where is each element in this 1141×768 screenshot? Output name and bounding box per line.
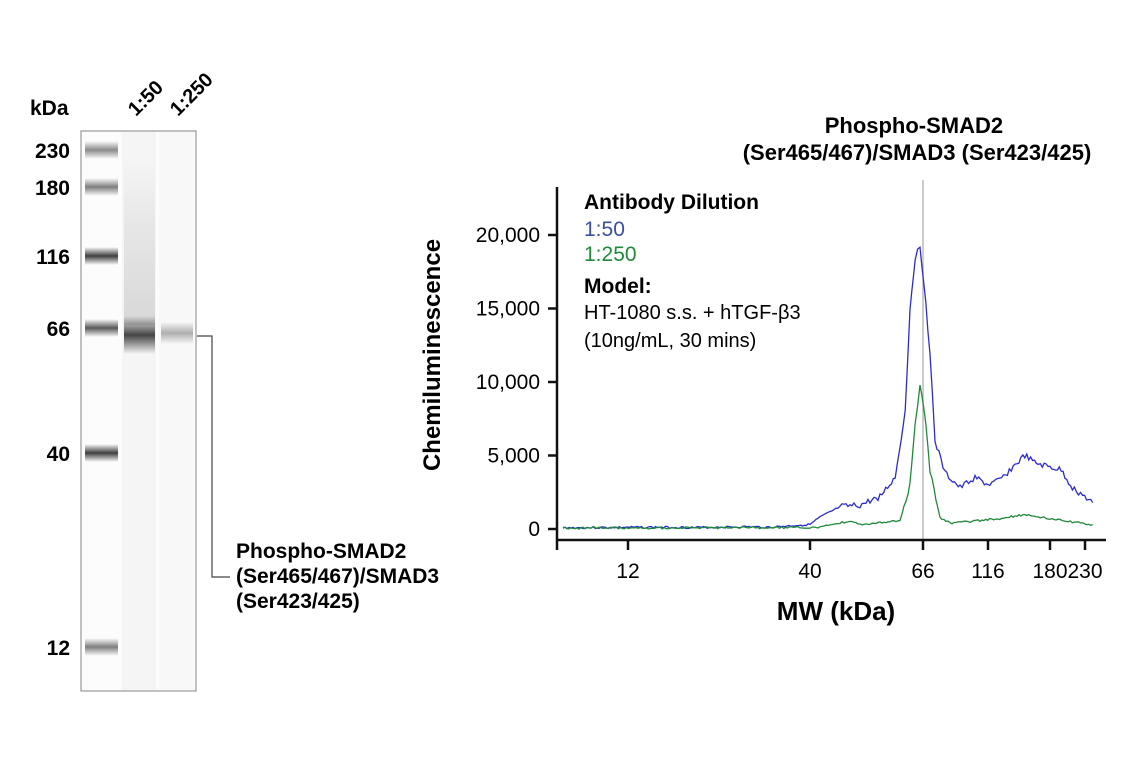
y-tick-label: 5,000 <box>487 445 540 468</box>
ladder-band-12 <box>85 638 118 656</box>
y-tick-label: 10,000 <box>476 371 540 394</box>
y-ticks: 0 5,000 10,000 15,000 20,000 <box>476 224 557 541</box>
legend: Antibody Dilution 1:50 1:250 Model: HT-1… <box>584 191 801 352</box>
ladder-labels: 230 180 116 66 40 12 <box>35 140 70 660</box>
x-tick-label: 230 <box>1067 560 1102 583</box>
lane2-band <box>161 322 193 344</box>
y-tick-label: 0 <box>528 518 540 541</box>
x-ticks: 12 40 66 116 180 230 <box>555 540 1103 583</box>
chart: Phospho-SMAD2 (Ser465/467)/SMAD3 (Ser423… <box>419 113 1106 626</box>
gel-unit-label: kDa <box>30 97 69 120</box>
ladder-band-116 <box>85 247 118 265</box>
legend-entry-1-50: 1:50 <box>584 218 625 241</box>
ladder-band-230 <box>85 141 118 159</box>
gel-image: kDa 1:50 1:250 230 180 116 66 40 12 Phospho-S… <box>30 69 445 692</box>
y-axis-label: Chemiluminescence <box>419 239 446 471</box>
x-tick-label: 40 <box>798 560 821 583</box>
lane-label-1: 1:50 <box>124 77 168 121</box>
ladder-label-230: 230 <box>35 140 70 163</box>
series-line-1-50 <box>562 245 1094 530</box>
band-label: Phospho-SMAD2 (Ser465/467)/SMAD3 (Ser423… <box>236 540 445 613</box>
ladder-label-180: 180 <box>35 177 70 200</box>
x-axis-label: MW (kDa) <box>777 596 895 626</box>
ladder-label-12: 12 <box>47 637 70 660</box>
model-line-2: (10ng/mL, 30 mins) <box>584 330 756 352</box>
chart-title: Phospho-SMAD2 (Ser465/467)/SMAD3 (Ser423… <box>743 113 1092 165</box>
x-tick-label: 12 <box>616 560 639 583</box>
ladder-bands <box>85 141 118 656</box>
x-tick-label: 180 <box>1032 560 1067 583</box>
lane-label-2: 1:250 <box>166 69 218 121</box>
ladder-band-180 <box>85 178 118 196</box>
ladder-label-116: 116 <box>36 246 70 269</box>
model-heading: Model: <box>584 275 652 298</box>
band-bracket <box>197 335 230 578</box>
ladder-label-66: 66 <box>47 318 70 341</box>
ladder-band-40 <box>85 444 118 462</box>
series-lines <box>562 245 1094 530</box>
y-tick-label: 15,000 <box>476 298 540 321</box>
x-tick-label: 66 <box>911 560 934 583</box>
lane1-smear <box>124 160 155 325</box>
model-line-1: HT-1080 s.s. + hTGF-β3 <box>584 302 801 324</box>
legend-entry-1-250: 1:250 <box>584 243 637 266</box>
lane1-band <box>124 316 155 354</box>
ladder-band-66 <box>85 319 118 337</box>
y-tick-label: 20,000 <box>476 224 540 247</box>
ladder-label-40: 40 <box>47 443 70 466</box>
series-line-1-250 <box>562 384 1093 530</box>
x-tick-label: 116 <box>971 560 1004 583</box>
legend-heading: Antibody Dilution <box>584 191 759 214</box>
